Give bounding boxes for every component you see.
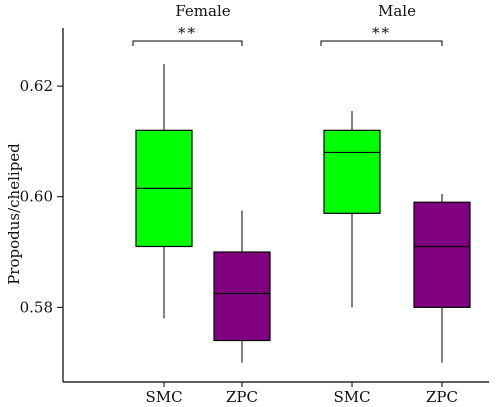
box-female-smc: SMC	[135, 63, 193, 406]
significance-marker: **	[178, 24, 197, 42]
annotations: Female ** Male **	[132, 2, 443, 46]
y-axis-label: Propodus/cheliped	[5, 143, 23, 285]
box-male-smc: SMC	[323, 110, 381, 406]
significance-bracket	[132, 40, 243, 46]
y-ticks: 0.58 0.60 0.62	[20, 77, 63, 316]
iqr-box	[323, 129, 381, 214]
x-tick-label: SMC	[145, 388, 182, 406]
iqr-box	[413, 201, 471, 308]
y-tick-label: 0.60	[20, 188, 53, 206]
x-tick-label: ZPC	[226, 388, 258, 406]
significance-bracket	[320, 40, 443, 46]
x-tick-label: SMC	[333, 388, 370, 406]
x-tick-label: ZPC	[426, 388, 458, 406]
group-label-male: Male	[378, 2, 416, 20]
boxes: SMC ZPC SMC ZPC	[135, 63, 471, 406]
group-label-female: Female	[175, 2, 230, 20]
iqr-box	[213, 251, 271, 342]
box-male-zpc: ZPC	[413, 193, 471, 406]
axes	[62, 28, 489, 383]
y-tick-label: 0.62	[20, 77, 53, 95]
box-female-zpc: ZPC	[213, 210, 271, 406]
y-tick-label: 0.58	[20, 298, 53, 316]
significance-marker: **	[372, 24, 391, 42]
